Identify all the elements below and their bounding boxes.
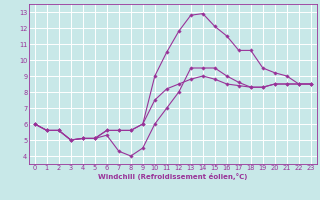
X-axis label: Windchill (Refroidissement éolien,°C): Windchill (Refroidissement éolien,°C) (98, 173, 247, 180)
